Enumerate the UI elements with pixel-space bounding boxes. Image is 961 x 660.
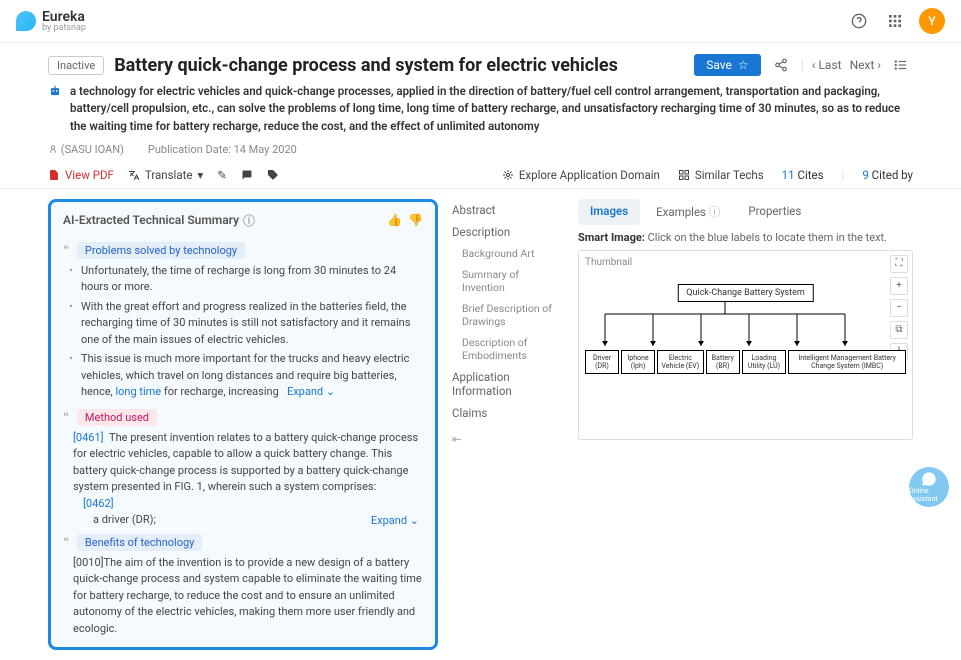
document-nav: Abstract Description Background Art Summ… [452,199,564,651]
collapse-nav-icon[interactable]: ⇤ [452,432,564,446]
diagram-node: Electric Vehicle (EV) [657,350,704,374]
smart-image-hint: Smart Image: Click on the blue labels to… [578,231,913,244]
share-icon[interactable] [769,53,793,77]
app-logo[interactable]: Eureka by patsnap [16,9,86,33]
list-icon[interactable] [889,53,913,77]
logo-subtitle: by patsnap [42,23,86,33]
citedby-count[interactable]: 9 Cited by [862,168,913,182]
nav-claims[interactable]: Claims [452,402,564,424]
nav-brief[interactable]: Brief Description of Drawings [452,298,564,332]
info-icon[interactable]: ⓘ [243,212,255,229]
method-item: a driver (DR); [63,512,156,529]
prev-button[interactable]: ‹Last [812,58,842,72]
similar-techs-button[interactable]: Similar Techs [678,168,764,182]
diagram-node: Loading Utility (LU) [742,350,786,374]
tab-properties[interactable]: Properties [736,199,813,225]
tag-icon[interactable] [267,169,279,181]
expand-link[interactable]: Expand ⌄ [371,514,423,527]
status-badge: Inactive [48,56,104,75]
problem-item: Unfortunately, the time of recharge is l… [73,263,423,296]
star-icon: ☆ [738,58,749,72]
page-description: a technology for electric vehicles and q… [70,83,913,135]
explore-domain-button[interactable]: Explore Application Domain [502,168,660,182]
expand-link[interactable]: Expand [287,385,323,398]
nav-embodiments[interactable]: Description of Embodiments [452,332,564,366]
diagram-node: Battery (BR) [706,350,740,374]
save-button[interactable]: Save ☆ [694,54,760,76]
nav-abstract[interactable]: Abstract [452,199,564,221]
translate-button[interactable]: Translate ▾ [128,168,203,182]
patent-diagram[interactable]: Quick-Change Battery System Driver (DR) … [585,284,906,434]
thumbnail-panel: Thumbnail ⛶ + − ⧉ ⭳ [578,250,913,440]
problem-item: This issue is much more important for th… [73,351,423,401]
thumbs-up-icon[interactable]: 👍 [387,213,402,227]
problems-label: Problems solved by technology [77,242,245,259]
help-icon[interactable] [847,9,871,33]
nav-summary[interactable]: Summary of Invention [452,264,564,298]
benefits-text: [0010]The aim of the invention is to pro… [63,555,423,638]
view-pdf-button[interactable]: View PDF [48,168,114,182]
nav-application[interactable]: Application Information [452,366,564,402]
comment-icon[interactable] [241,169,253,181]
summary-header: AI-Extracted Technical Summary [63,213,239,227]
thumbs-down-icon[interactable]: 👎 [408,213,423,227]
ai-summary-panel: AI-Extracted Technical Summary ⓘ 👍 👎 ❝Pr… [48,199,438,651]
next-button[interactable]: Next› [850,58,881,72]
diagram-node: Driver (DR) [585,350,619,374]
highlight-icon[interactable]: ✎ [217,168,227,182]
benefits-label: Benefits of technology [77,534,202,551]
assignee: (SASU IOAN) [48,143,124,156]
method-label: Method used [77,409,157,426]
user-avatar[interactable]: Y [919,8,945,34]
diagram-node: Intelligent Management Battery Change Sy… [788,350,906,374]
publication-date: Publication Date: 14 May 2020 [148,143,297,156]
nav-description[interactable]: Description [452,221,564,243]
logo-mark [16,11,36,31]
robot-icon [48,84,62,102]
apps-icon[interactable] [883,9,907,33]
fullscreen-icon[interactable]: ⛶ [890,255,908,273]
nav-background[interactable]: Background Art [452,243,564,264]
page-title: Battery quick-change process and system … [114,55,618,76]
tab-images[interactable]: Images [578,199,640,225]
diagram-node: Iphone (Iph) [621,350,655,374]
online-assistant-button[interactable]: Online assistant [909,467,949,507]
problem-item: With the great effort and progress reali… [73,299,423,349]
cites-count[interactable]: 11 Cites [782,168,824,182]
tab-examples[interactable]: Examples ⓘ [644,199,732,225]
diagram-root: Quick-Change Battery System [677,284,813,302]
method-text: [0461] The present invention relates to … [63,430,423,496]
